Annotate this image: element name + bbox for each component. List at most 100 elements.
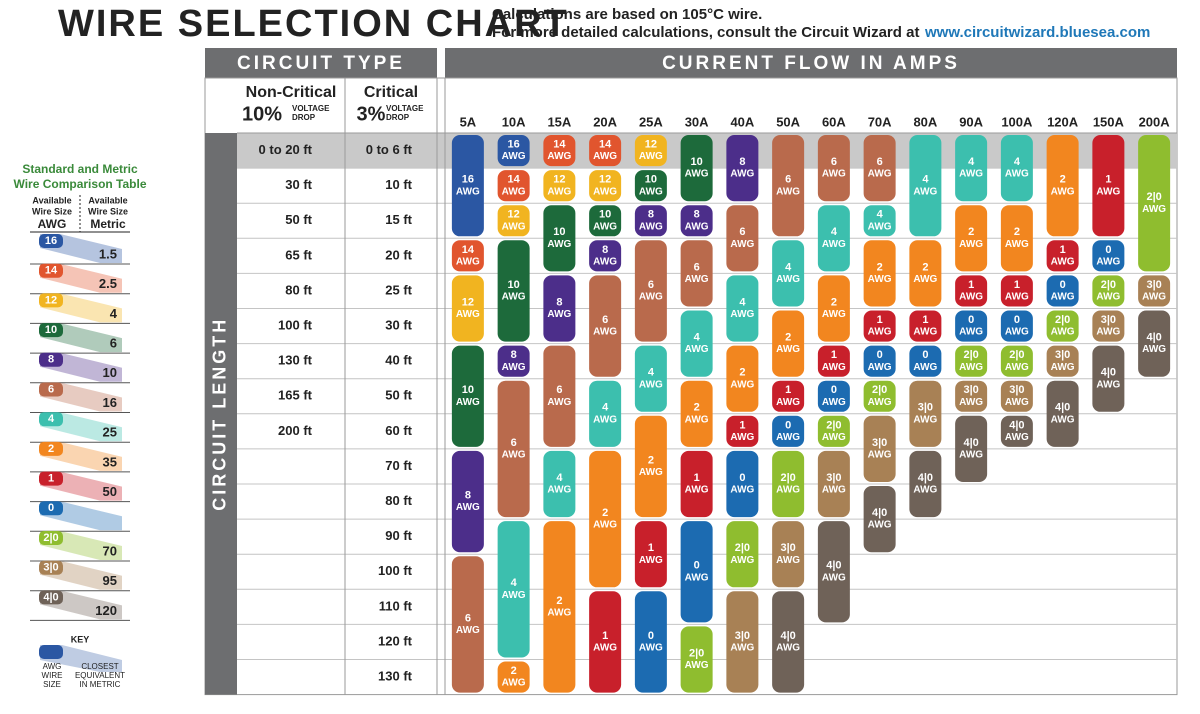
gauge-label: 4 (602, 402, 609, 414)
amp-label: 80A (913, 114, 937, 129)
amp-label: 150A (1093, 114, 1125, 129)
amp-label: 40A (730, 114, 754, 129)
wire-pill (726, 450, 759, 518)
wire-pill (451, 135, 484, 237)
gauge-label: 6 (556, 384, 562, 396)
comp-header: Wire Size (32, 206, 72, 216)
url[interactable]: www.circuitwizard.bluesea.com (924, 24, 1150, 41)
wire-pill (817, 135, 850, 202)
comp-metric: 16 (103, 395, 117, 410)
wire-pill (451, 345, 484, 447)
gauge-unit: AWG (1005, 169, 1029, 180)
wire-pill (909, 450, 942, 518)
gauge-label: 1 (877, 314, 883, 326)
length: 80 ft (285, 282, 312, 297)
gauge-label: 3|0 (735, 630, 750, 642)
comp-pill (39, 531, 63, 545)
gauge-label: 8 (556, 296, 562, 308)
gauge-unit: AWG (502, 221, 526, 232)
gauge-label: 0 (968, 314, 974, 326)
comp-metric: 35 (103, 454, 117, 469)
type-percent: 10% (242, 103, 282, 125)
gauge-unit: AWG (1051, 327, 1075, 338)
gauge-unit: AWG (868, 327, 892, 338)
gauge-label: 3|0 (1055, 349, 1070, 361)
comp-title: Wire Comparison Table (13, 177, 146, 191)
comp-awg: 2 (48, 443, 54, 455)
wire-pill (772, 240, 805, 307)
gauge-label: 8 (739, 156, 745, 168)
wire-pill (863, 415, 896, 482)
wire-pill (1092, 275, 1125, 307)
amp-label: 120A (1047, 114, 1079, 129)
comp-pill (39, 352, 63, 367)
gauge-unit: AWG (1096, 327, 1120, 338)
gauge-label: 4|0 (1009, 419, 1024, 431)
length: 130 ft (278, 353, 313, 368)
gauge-label: 14 (553, 138, 566, 150)
gauge-unit: AWG (1005, 327, 1029, 338)
amp-label: 100A (1001, 114, 1033, 129)
gauge-unit: AWG (822, 485, 846, 496)
key-text: EQUIVALENT (75, 671, 125, 680)
gauge-label: 0 (739, 472, 745, 484)
length: 20 ft (385, 247, 412, 262)
type-drop: DROP (386, 113, 410, 122)
gauge-unit: AWG (959, 239, 983, 250)
gauge-unit: AWG (868, 520, 892, 531)
gauge-label: 6 (877, 156, 883, 168)
gauge-label: 2 (602, 507, 608, 519)
wire-pill (1138, 310, 1171, 377)
key-pill (39, 645, 63, 659)
title: WIRE SELECTION CHART (58, 3, 569, 45)
wire-pill (589, 240, 622, 272)
gauge-unit: AWG (913, 362, 937, 373)
gauge-unit: AWG (822, 309, 846, 320)
gauge-label: 4 (648, 367, 655, 379)
wire-pill (909, 345, 942, 377)
length: 90 ft (385, 528, 412, 543)
gauge-unit: AWG (502, 678, 526, 689)
length: 80 ft (385, 493, 412, 508)
wire-pill (1046, 275, 1079, 307)
wire-pill (1046, 380, 1079, 447)
wire-pill (1092, 345, 1125, 412)
gauge-label: 8 (511, 349, 517, 361)
wire-pill (817, 450, 850, 518)
wire-pill (497, 240, 530, 342)
gauge-label: 2 (556, 595, 562, 607)
gauge-unit: AWG (913, 327, 937, 338)
wire-pill (955, 415, 988, 482)
gauge-unit: AWG (1142, 204, 1166, 215)
comp-awg: 6 (48, 383, 54, 395)
gauge-unit: AWG (776, 485, 800, 496)
gauge-label: 0 (1014, 314, 1020, 326)
gauge-unit: AWG (456, 309, 480, 320)
gauge-unit: AWG (685, 572, 709, 583)
gauge-label: 14 (462, 244, 475, 256)
gauge-unit: AWG (868, 450, 892, 461)
comp-pill (39, 471, 63, 486)
gauge-unit: AWG (730, 169, 754, 180)
type-name: Non-Critical (246, 84, 337, 101)
comp-awg: 14 (45, 265, 58, 277)
gauge-label: 4 (785, 261, 792, 273)
comp-metric: 6 (110, 336, 117, 351)
header-text: CURRENT FLOW IN AMPS (662, 53, 960, 74)
wire-pill (817, 205, 850, 272)
wire-pill (634, 135, 667, 167)
gauge-unit: AWG (593, 221, 617, 232)
gauge-unit: AWG (685, 485, 709, 496)
comp-pill (39, 501, 63, 516)
gauge-unit: AWG (959, 327, 983, 338)
gauge-label: 1 (1014, 279, 1020, 291)
wire-pill (451, 275, 484, 342)
wire-pill (1000, 275, 1033, 307)
gauge-label: 3|0 (872, 437, 887, 449)
gauge-label: 0 (831, 384, 837, 396)
gauge-unit: AWG (1051, 292, 1075, 303)
gauge-label: 2 (785, 332, 791, 344)
gauge-label: 2 (922, 261, 928, 273)
wire-pill (543, 275, 576, 342)
length: 50 ft (385, 388, 412, 403)
